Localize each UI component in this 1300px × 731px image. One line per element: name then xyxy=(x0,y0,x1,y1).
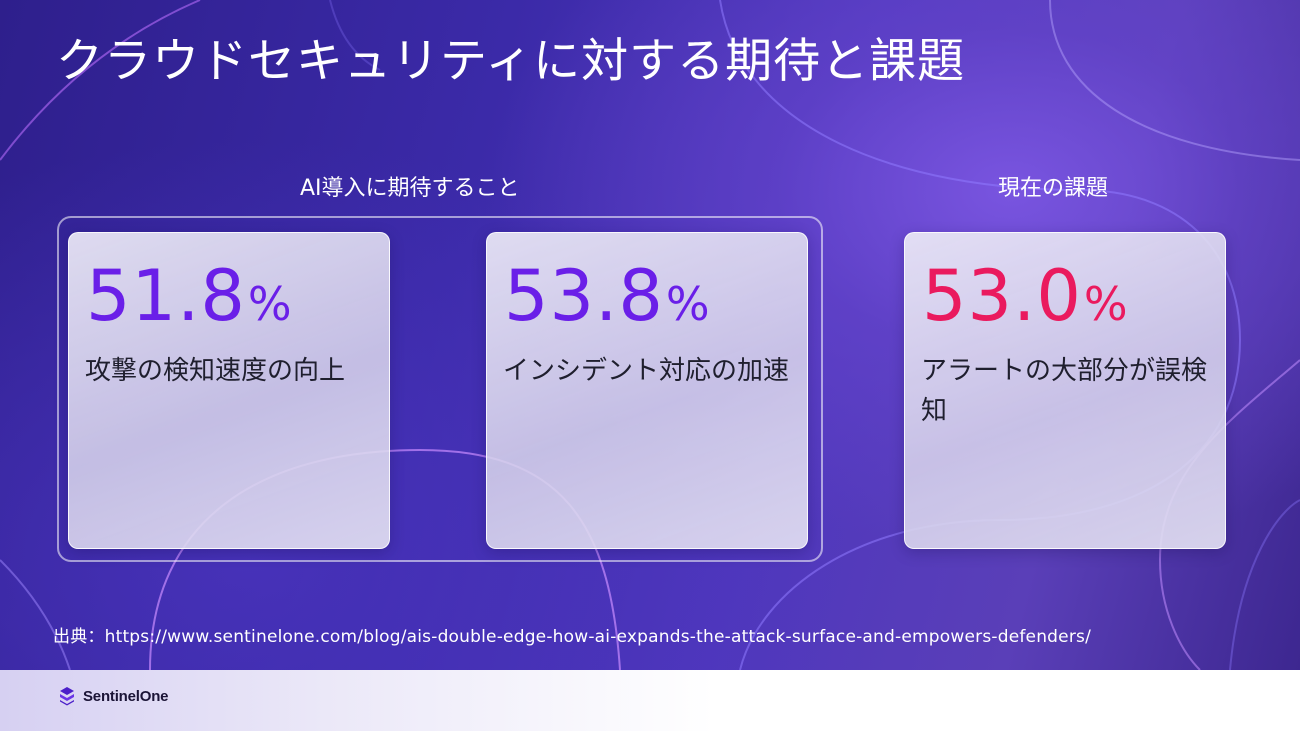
stat-value: 51.8% xyxy=(86,261,292,331)
stat-description: アラートの大部分が誤検知 xyxy=(921,356,1208,426)
stat-number: 53.0 xyxy=(922,255,1082,337)
stat-number: 51.8 xyxy=(86,255,246,337)
expectations-group-frame xyxy=(57,216,823,562)
source-citation: 出典：https://www.sentinelone.com/blog/ais-… xyxy=(53,627,1091,647)
stat-card-incident-response: 53.8% インシデント対応の加速 xyxy=(486,232,808,549)
stat-card-detection-speed: 51.8% 攻撃の検知速度の向上 xyxy=(68,232,390,549)
stat-unit: % xyxy=(1083,277,1128,331)
stat-unit: % xyxy=(665,277,710,331)
sentinelone-logo-icon xyxy=(60,687,74,706)
logo-text: SentinelOne xyxy=(83,687,169,705)
stat-value: 53.8% xyxy=(504,261,710,331)
section-label-current-issues: 現在の課題 xyxy=(998,176,1109,201)
stat-value: 53.0% xyxy=(922,261,1128,331)
stat-unit: % xyxy=(247,277,292,331)
section-label-ai-expectations: AI導入に期待すること xyxy=(300,176,520,201)
stat-description: インシデント対応の加速 xyxy=(503,356,790,386)
hero-background: クラウドセキュリティに対する期待と課題 AI導入に期待すること 現在の課題 51… xyxy=(0,0,1300,670)
footer-bar xyxy=(0,670,1300,731)
stat-card-false-positives: 53.0% アラートの大部分が誤検知 xyxy=(904,232,1226,549)
stat-number: 53.8 xyxy=(504,255,664,337)
slide-title: クラウドセキュリティに対する期待と課題 xyxy=(56,34,966,89)
stat-description: 攻撃の検知速度の向上 xyxy=(85,356,346,386)
sentinelone-logo: SentinelOne xyxy=(58,686,169,706)
